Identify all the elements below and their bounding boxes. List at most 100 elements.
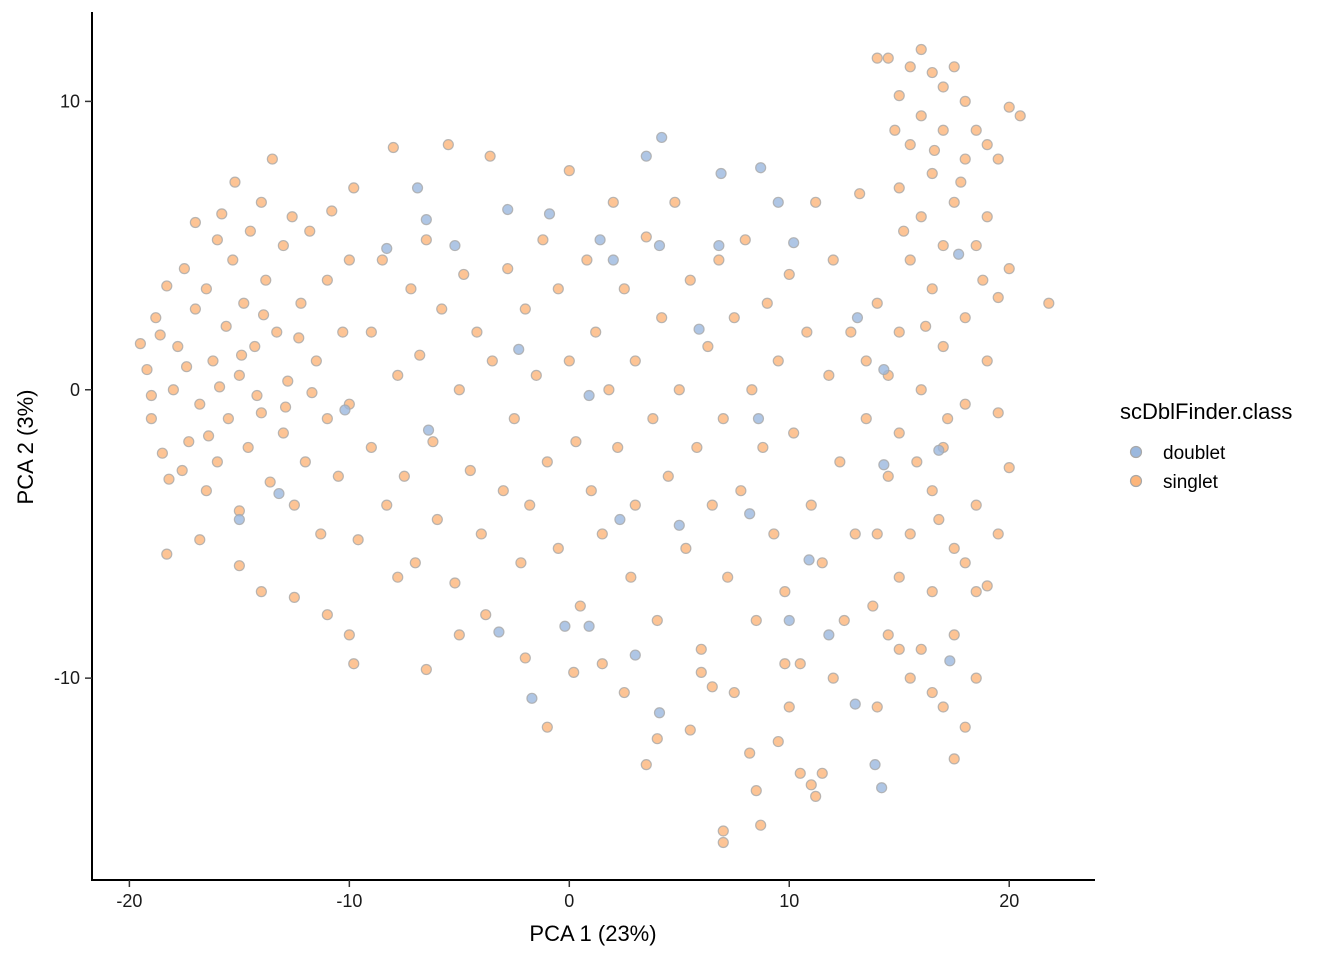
x-axis-ticks: -20 -10 0 10 20 xyxy=(116,880,1019,911)
point-doublet xyxy=(273,487,285,500)
point-singlet xyxy=(915,43,927,56)
point-singlet xyxy=(233,560,245,572)
point-singlet xyxy=(816,557,828,569)
point-singlet xyxy=(618,283,630,295)
point-singlet xyxy=(695,666,707,678)
point-singlet xyxy=(172,340,184,353)
point-singlet xyxy=(893,427,905,439)
point-singlet xyxy=(183,436,195,448)
legend: scDblFinder.class doublet singlet xyxy=(1120,399,1292,493)
legend-label-doublet: doublet xyxy=(1163,443,1226,464)
point-singlet xyxy=(955,176,967,188)
point-singlet xyxy=(414,349,426,361)
point-singlet xyxy=(286,211,298,223)
point-doublet xyxy=(876,782,888,794)
point-doublet xyxy=(526,692,538,704)
point-doublet xyxy=(933,444,945,456)
point-singlet xyxy=(238,297,250,309)
point-singlet xyxy=(838,614,850,627)
point-doublet xyxy=(755,162,767,174)
point-doublet xyxy=(752,413,765,425)
point-singlet xyxy=(541,721,553,733)
point-doublet xyxy=(502,203,514,216)
point-singlet xyxy=(596,658,608,670)
point-doublet xyxy=(744,508,756,520)
point-singlet xyxy=(134,338,146,350)
point-singlet xyxy=(145,413,157,425)
point-singlet xyxy=(420,663,432,676)
point-singlet xyxy=(794,658,806,670)
point-singlet xyxy=(904,528,916,540)
point-singlet xyxy=(867,600,879,612)
point-singlet xyxy=(948,61,960,73)
point-doublet xyxy=(849,698,861,710)
point-doublet xyxy=(783,614,795,627)
point-doublet xyxy=(594,234,606,246)
point-singlet xyxy=(260,274,272,286)
x-axis-title: PCA 1 (23%) xyxy=(529,921,656,946)
point-singlet xyxy=(574,600,586,612)
point-singlet xyxy=(722,571,734,583)
point-singlet xyxy=(889,124,901,136)
point-singlet xyxy=(585,485,597,497)
point-doublet xyxy=(493,626,505,638)
point-singlet xyxy=(464,464,476,477)
point-singlet xyxy=(220,320,232,332)
point-doublet xyxy=(953,248,965,260)
point-singlet xyxy=(194,534,206,546)
point-doublet xyxy=(339,404,351,416)
point-singlet xyxy=(189,303,201,315)
point-singlet xyxy=(981,580,993,592)
point-singlet xyxy=(387,141,399,154)
point-singlet xyxy=(563,355,575,367)
point-singlet xyxy=(625,571,637,583)
point-singlet xyxy=(911,456,923,468)
point-singlet xyxy=(552,283,564,295)
point-singlet xyxy=(915,643,927,655)
point-singlet xyxy=(959,557,971,569)
point-singlet xyxy=(200,485,212,497)
point-singlet xyxy=(640,759,652,771)
point-singlet xyxy=(288,591,300,603)
point-singlet xyxy=(761,297,773,309)
point-singlet xyxy=(948,542,960,554)
point-singlet xyxy=(904,672,916,684)
point-singlet xyxy=(249,340,261,353)
point-singlet xyxy=(915,211,927,223)
point-doublet xyxy=(559,620,571,632)
point-singlet xyxy=(264,476,276,488)
point-doublet xyxy=(788,237,800,249)
point-singlet xyxy=(1003,462,1015,474)
legend-label-singlet: singlet xyxy=(1163,472,1219,493)
point-singlet xyxy=(706,681,718,693)
point-singlet xyxy=(937,701,949,713)
point-singlet xyxy=(920,320,932,332)
point-singlet xyxy=(431,513,443,526)
point-singlet xyxy=(471,326,483,338)
y-tick-label: 10 xyxy=(60,91,80,111)
point-singlet xyxy=(293,332,305,344)
point-singlet xyxy=(680,542,692,554)
point-singlet xyxy=(706,499,718,511)
point-singlet xyxy=(981,139,993,151)
point-singlet xyxy=(321,274,333,286)
point-singlet xyxy=(882,629,894,641)
point-singlet xyxy=(755,819,767,831)
point-singlet xyxy=(235,349,248,361)
point-singlet xyxy=(926,167,938,180)
point-singlet xyxy=(904,254,916,266)
point-singlet xyxy=(343,629,355,641)
points-layer xyxy=(134,43,1055,849)
point-singlet xyxy=(552,542,564,554)
point-singlet xyxy=(145,389,157,402)
point-doublet xyxy=(420,214,432,226)
point-singlet xyxy=(640,231,652,243)
point-singlet xyxy=(251,389,263,402)
point-singlet xyxy=(805,779,817,791)
point-singlet xyxy=(277,239,289,252)
point-singlet xyxy=(992,291,1004,304)
point-singlet xyxy=(202,430,215,442)
point-singlet xyxy=(392,369,404,381)
point-singlet xyxy=(662,470,674,482)
